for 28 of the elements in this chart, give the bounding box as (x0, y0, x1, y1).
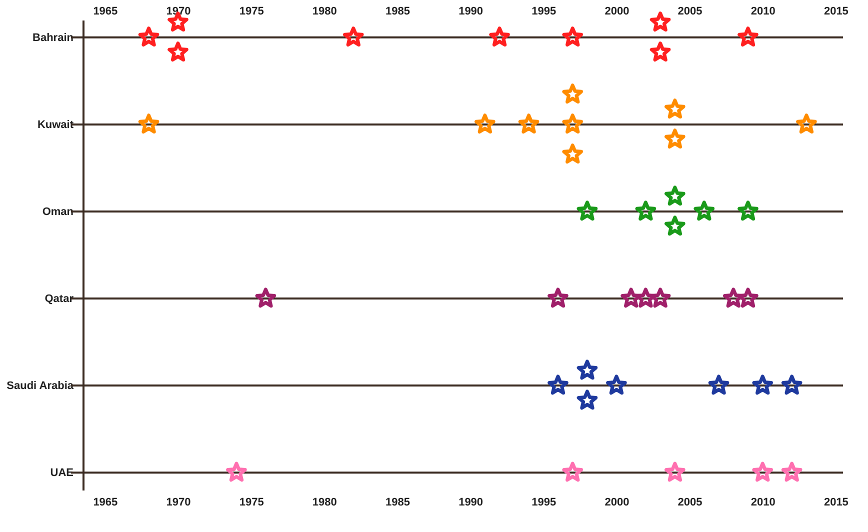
x2-tick-label: 2015 (824, 6, 848, 18)
x2-tick-label: 2005 (678, 6, 702, 18)
x2-tick-label: 1965 (93, 6, 118, 18)
x2-tick-label: 1975 (239, 6, 264, 18)
y-tick-label: Kuwait (37, 118, 74, 131)
x-tick-label: 2005 (678, 496, 702, 508)
y-tick-label: Bahrain (32, 32, 74, 44)
x-tick-label: 1985 (385, 496, 410, 508)
x-tick-label: 2010 (750, 496, 776, 508)
y-tick-label: Qatar (44, 293, 74, 306)
x-tick-label: 1970 (166, 496, 191, 508)
y-tick-label: Oman (42, 206, 74, 218)
x-tick-label: 1965 (93, 496, 118, 508)
x2-tick-label: 1980 (312, 6, 337, 18)
x2-tick-label: 1985 (385, 6, 410, 18)
x2-tick-label: 2010 (750, 6, 776, 18)
x-tick-label: 2000 (604, 496, 630, 508)
x2-tick-label: 1990 (458, 6, 484, 18)
x2-tick-label: 2000 (604, 6, 630, 18)
y-tick-label: UAE (50, 467, 74, 480)
x-tick-label: 1995 (532, 496, 556, 508)
x2-tick-label: 1995 (532, 6, 556, 18)
x-tick-label: 2015 (824, 496, 848, 508)
x2-tick-label: 1970 (166, 6, 191, 18)
x-tick-label: 1975 (239, 496, 264, 508)
x-tick-label: 1990 (458, 496, 484, 508)
x-tick-label: 1980 (312, 496, 337, 508)
y-tick-label: Saudi Arabia (6, 380, 74, 392)
